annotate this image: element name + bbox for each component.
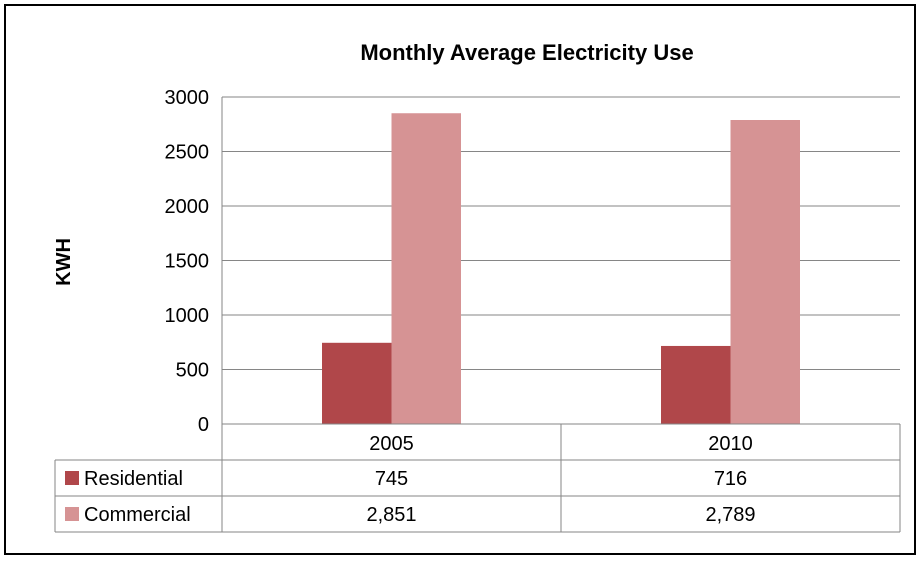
legend-swatch-residential xyxy=(65,471,79,485)
y-tick-label: 1000 xyxy=(165,305,210,327)
chart-title: Monthly Average Electricity Use xyxy=(360,40,693,65)
data-label-commercial-2005: 2,851 xyxy=(366,504,416,526)
bar-residential-2005 xyxy=(322,342,392,424)
y-tick-label: 2000 xyxy=(165,196,210,218)
bar-residential-2010 xyxy=(661,345,731,424)
y-tick-label: 3000 xyxy=(165,87,210,109)
bars xyxy=(322,113,800,425)
y-axis-label: KWH xyxy=(53,238,75,286)
y-tick-labels: 0 500 1000 1500 2000 2500 3000 xyxy=(165,87,210,436)
bar-commercial-2005 xyxy=(391,113,461,424)
data-table: 2005 2010 Residential 745 716 Commercial 2,851… xyxy=(54,423,901,533)
y-tick-label: 500 xyxy=(176,360,209,382)
data-label-residential-2005: 745 xyxy=(375,468,408,490)
y-tick-label: 2500 xyxy=(165,142,210,164)
data-label-residential-2010: 716 xyxy=(714,468,747,490)
legend-label-commercial: Commercial xyxy=(84,504,191,526)
y-tick-label: 1500 xyxy=(165,251,210,273)
bar-commercial-2010 xyxy=(730,119,800,425)
data-label-commercial-2010: 2,789 xyxy=(705,504,755,526)
x-category-label: 2005 xyxy=(369,433,414,455)
y-tick-label: 0 xyxy=(198,414,209,436)
legend-swatch-commercial xyxy=(65,507,79,521)
x-category-label: 2010 xyxy=(708,433,753,455)
legend-label-residential: Residential xyxy=(84,468,183,490)
